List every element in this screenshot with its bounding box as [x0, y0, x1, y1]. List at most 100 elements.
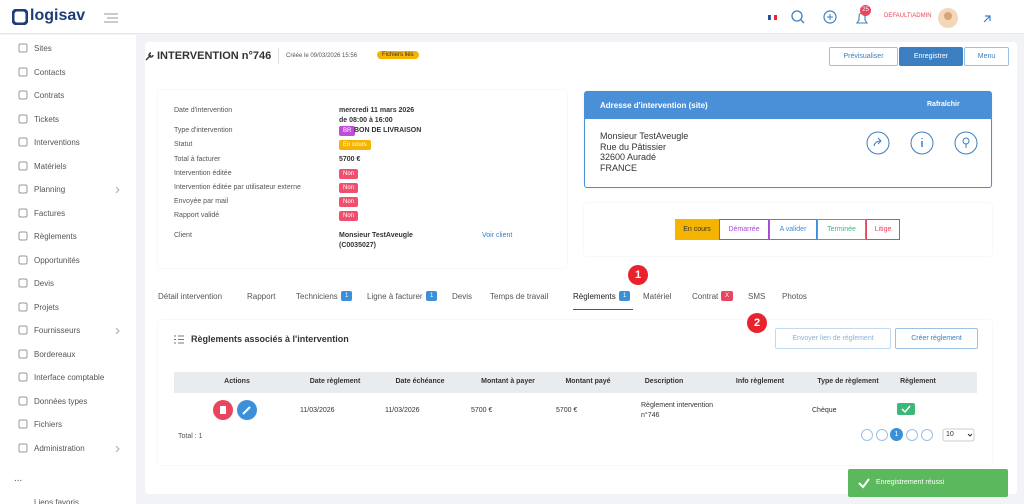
- detail-value: de 08:00 à 16:00: [339, 117, 393, 124]
- address-header: Adresse d'intervention (site) Rafraîchir: [585, 92, 991, 119]
- cell: 5700 €: [556, 407, 578, 414]
- status-badge: Non: [339, 169, 359, 179]
- tab[interactable]: Matériel: [643, 292, 672, 301]
- type-tag: BR: [339, 126, 356, 136]
- create-button[interactable]: Créer règlement: [895, 328, 978, 349]
- tab[interactable]: Techniciens: [296, 292, 338, 301]
- send-link-button[interactable]: Envoyer lien de règlement: [775, 328, 891, 349]
- tab[interactable]: Photos: [782, 292, 807, 301]
- page-size[interactable]: 10: [946, 431, 954, 438]
- tab[interactable]: Temps de travail: [490, 292, 549, 301]
- sidebar-icon: [18, 67, 28, 79]
- tab[interactable]: SMS: [748, 292, 766, 301]
- tab[interactable]: Règlements: [573, 292, 616, 301]
- client-link[interactable]: Voir client: [482, 232, 513, 239]
- toast-text: Enregistrement réussi: [876, 479, 945, 486]
- tab-badge: 1: [619, 291, 631, 301]
- sidebar-item[interactable]: Opportunités: [34, 255, 80, 265]
- address-line: FRANCE: [600, 162, 638, 173]
- detail-label: Intervention éditée par utilisateur exte…: [174, 184, 301, 191]
- sidebar-item[interactable]: Tickets: [34, 114, 60, 124]
- created-date: Créée le 09/03/2026 15:56: [286, 53, 358, 59]
- status-button[interactable]: Terminée: [817, 219, 866, 240]
- detail-label: Client: [174, 232, 192, 239]
- sidebar-item[interactable]: Matériels: [34, 161, 67, 171]
- sidebar-item[interactable]: Bordereaux: [34, 349, 76, 359]
- address-line: 32600 Auradé: [600, 152, 657, 162]
- sidebar-item[interactable]: Contrats: [34, 91, 65, 100]
- address-actions[interactable]: [863, 130, 983, 156]
- sidebar-icon: [18, 302, 28, 314]
- detail-label: Date d'intervention: [174, 107, 233, 114]
- sidebar-icon: [18, 231, 28, 243]
- sidebar-item[interactable]: Règlements: [34, 232, 77, 241]
- refresh-link[interactable]: Rafraîchir: [927, 101, 960, 108]
- cell: 11/03/2026: [385, 407, 420, 414]
- sidebar-icon: [18, 396, 28, 408]
- user-name[interactable]: DEFAULT\ADMIN: [884, 13, 932, 19]
- tab[interactable]: Détail intervention: [158, 292, 223, 301]
- sidebar-favorites[interactable]: Liens favoris: [34, 498, 79, 504]
- pagination[interactable]: [860, 428, 976, 442]
- sidebar-item[interactable]: Fournisseurs: [34, 326, 81, 335]
- payments-title: Règlements associés à l'intervention: [191, 334, 349, 344]
- marker: 1: [628, 265, 648, 285]
- files-tag[interactable]: Fichiers liés: [377, 51, 419, 59]
- menu-toggle[interactable]: [104, 13, 120, 23]
- sidebar-icon: [18, 325, 28, 337]
- sidebar-icon: [18, 208, 28, 220]
- save-button[interactable]: Enregistrer: [899, 47, 963, 66]
- sidebar-item[interactable]: Sites: [34, 44, 52, 53]
- column-header[interactable]: Date échéance: [395, 378, 445, 385]
- preview-button[interactable]: Prévisualiser: [829, 47, 898, 66]
- sidebar-item[interactable]: Planning: [34, 185, 66, 194]
- submenu-chevron: [115, 445, 121, 454]
- sidebar-item[interactable]: Contacts: [34, 67, 66, 77]
- sidebar-item[interactable]: Interface comptable: [34, 373, 105, 382]
- column-header[interactable]: Description: [644, 378, 684, 385]
- column-header[interactable]: Montant à payer: [481, 378, 535, 385]
- tab[interactable]: Rapport: [247, 292, 276, 301]
- tab[interactable]: Ligne à facturer: [367, 292, 423, 301]
- sidebar-item[interactable]: Interventions: [34, 138, 80, 147]
- address-line: Rue du Pâtissier: [600, 141, 667, 152]
- notification-badge: 25: [860, 5, 871, 16]
- status-badge: En cours: [339, 140, 371, 150]
- status-card: En cours Démarrée A valider Terminée Litige: [584, 203, 992, 256]
- sidebar-item[interactable]: Données types: [34, 396, 88, 406]
- sidebar-icon: [18, 255, 28, 267]
- detail-label: Rapport validé: [174, 212, 220, 219]
- sidebar-item[interactable]: Devis: [34, 279, 55, 288]
- sidebar-item[interactable]: Projets: [34, 302, 59, 312]
- sidebar-item[interactable]: Fichiers: [34, 420, 63, 429]
- cell: 5700 €: [471, 407, 493, 414]
- menu-button[interactable]: Menu: [964, 47, 1009, 66]
- column-header[interactable]: Actions: [224, 378, 250, 385]
- row-actions: [212, 399, 260, 423]
- detail-value: 5700 €: [339, 156, 361, 163]
- tab-underline: [573, 309, 633, 310]
- top-bar: logisav 25 DEFAULT\ADMIN: [0, 0, 1024, 34]
- total: Total : 1: [178, 433, 203, 440]
- tab[interactable]: Contrat: [692, 292, 719, 301]
- sidebar-item[interactable]: Administration: [34, 443, 85, 453]
- status-button[interactable]: Litige: [866, 219, 900, 240]
- current-page[interactable]: 1: [890, 428, 903, 441]
- status-button[interactable]: En cours: [675, 219, 719, 240]
- divider: [278, 48, 279, 64]
- status-button[interactable]: A valider: [769, 219, 817, 240]
- address-title: Adresse d'intervention (site): [600, 101, 708, 110]
- sidebar-icon: [18, 278, 28, 290]
- tab[interactable]: Devis: [452, 292, 473, 301]
- column-header[interactable]: Règlement: [900, 378, 936, 385]
- sidebar-icon: [18, 114, 28, 126]
- column-header[interactable]: Type de règlement: [817, 378, 879, 385]
- column-header[interactable]: Montant payé: [565, 378, 611, 385]
- sidebar-item[interactable]: Factures: [34, 208, 66, 218]
- marker: 2: [747, 313, 767, 333]
- status-button[interactable]: Démarrée: [719, 219, 769, 240]
- column-header[interactable]: Date règlement: [309, 378, 361, 385]
- sidebar-icon: [18, 184, 28, 196]
- column-header[interactable]: Info règlement: [735, 378, 785, 385]
